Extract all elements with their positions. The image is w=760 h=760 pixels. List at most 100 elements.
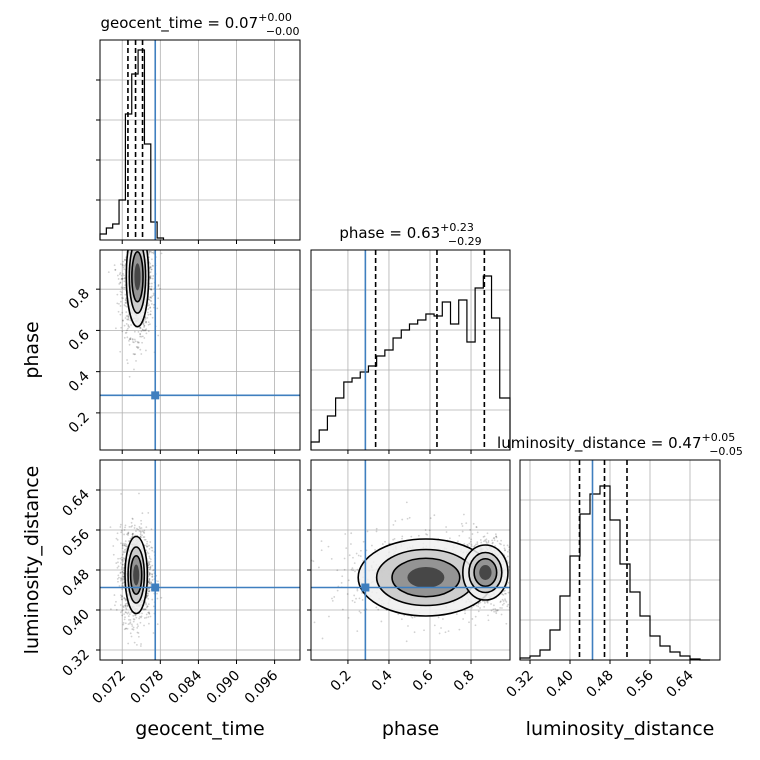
sample-point (143, 207, 145, 209)
sample-point (132, 353, 135, 355)
sample-point (147, 323, 150, 326)
sample-point (135, 230, 137, 232)
sample-point (120, 595, 123, 597)
sample-point (496, 540, 499, 542)
sample-point (137, 227, 139, 229)
sample-point (131, 535, 134, 538)
sample-point (125, 311, 128, 313)
sample-point (121, 614, 124, 617)
sample-point (139, 326, 142, 329)
sample-point (501, 603, 504, 606)
panel-content (311, 460, 547, 660)
sample-point (144, 227, 146, 229)
sample-point (129, 622, 131, 625)
sample-point (133, 338, 136, 341)
sample-point (125, 543, 128, 546)
sample-point (150, 250, 152, 253)
sample-point (130, 210, 132, 212)
sample-point (458, 534, 461, 537)
sample-point (132, 240, 134, 242)
sample-point (137, 235, 139, 237)
sample-point (130, 224, 132, 226)
sample-point (123, 559, 125, 562)
sample-point (125, 233, 127, 235)
sample-point (487, 614, 489, 617)
sample-point (535, 609, 537, 611)
sample-point (516, 559, 518, 561)
sample-point (144, 538, 147, 541)
panel-hist-geocent_time: geocent_time = 0.07+0.00 −0.00 (96, 11, 301, 244)
title-luminosity_distance: luminosity_distance = 0.47+0.05 −0.05 (497, 431, 743, 458)
sample-point (511, 575, 513, 577)
sample-point (121, 571, 124, 574)
sample-point (133, 232, 135, 234)
sample-point (474, 615, 477, 618)
sample-point (148, 573, 151, 576)
sample-point (457, 540, 459, 543)
sample-point (129, 338, 132, 341)
sample-point (133, 220, 135, 222)
sample-point (124, 545, 127, 547)
sample-point (125, 305, 128, 308)
sample-point (493, 537, 496, 539)
sample-point (137, 528, 140, 531)
sample-point (521, 576, 523, 578)
sample-point (148, 568, 151, 571)
x-tick-label: 0.64 (663, 667, 696, 700)
sample-point (121, 544, 124, 546)
sample-point (125, 548, 127, 551)
sample-point (331, 597, 333, 600)
sample-point (114, 604, 116, 607)
sample-point (507, 591, 510, 594)
sample-point (502, 600, 505, 602)
sample-point (126, 327, 129, 330)
sample-point (148, 244, 150, 246)
sample-point (152, 294, 155, 297)
sample-point (124, 277, 126, 279)
sample-point (122, 585, 125, 588)
sample-point (449, 537, 451, 540)
sample-point (142, 323, 145, 326)
sample-point (149, 583, 152, 586)
sample-point (147, 588, 150, 591)
x-tick-label: 0.8 (451, 668, 478, 695)
sample-point (139, 348, 142, 351)
sample-point (122, 567, 125, 569)
sample-point (131, 517, 134, 520)
sample-point (400, 618, 403, 621)
sample-point (118, 585, 121, 587)
sample-point (124, 540, 127, 542)
sample-point (132, 628, 135, 631)
sample-point (502, 593, 505, 596)
sample-point (143, 222, 145, 224)
sample-point (358, 597, 361, 600)
sample-point (405, 640, 408, 643)
density-level (407, 567, 445, 588)
sample-point (137, 330, 140, 333)
sample-point (144, 227, 146, 229)
sample-point (150, 268, 153, 271)
sample-point (134, 248, 136, 250)
sample-point (374, 549, 376, 551)
sample-point (137, 230, 139, 232)
sample-point (149, 246, 151, 248)
sample-point (401, 535, 404, 538)
sample-point (475, 526, 478, 528)
sample-point (144, 238, 146, 240)
sample-point (147, 566, 150, 569)
sample-point (495, 535, 497, 538)
sample-point (152, 265, 154, 267)
panel-2d-geocent_time-luminosity_distance (96, 459, 301, 664)
sample-point (124, 526, 126, 529)
sample-point (131, 219, 133, 221)
sample-point (117, 244, 119, 246)
y-tick-label: 0.6 (66, 327, 93, 354)
sample-point (516, 566, 518, 568)
sample-point (348, 554, 351, 557)
sample-point (115, 600, 117, 603)
sample-point (126, 242, 128, 244)
sample-point (358, 610, 361, 613)
sample-point (128, 343, 131, 346)
sample-point (160, 252, 163, 255)
sample-point (545, 586, 547, 588)
